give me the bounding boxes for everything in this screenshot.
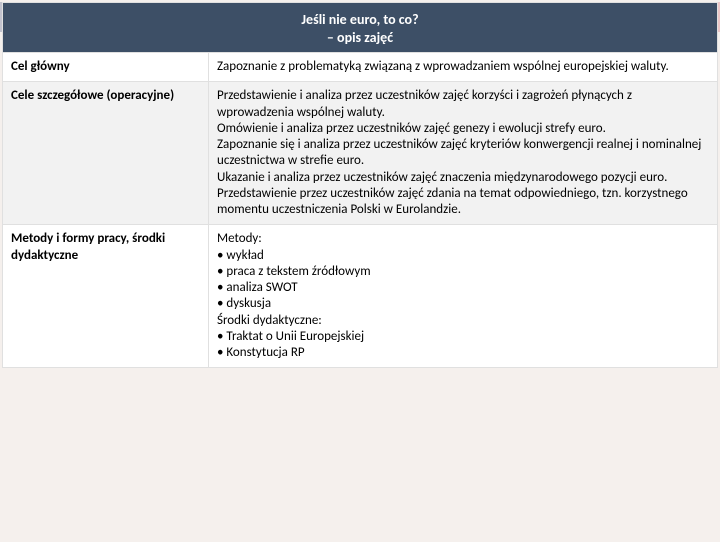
- table-row: Metody i formy pracy, środki dydaktyczne…: [3, 225, 718, 368]
- table-title-cell: Jeśli nie euro, to co? – opis zajęć: [3, 3, 718, 53]
- table-row: Cel główny Zapoznanie z problematyką zwi…: [3, 53, 718, 82]
- row-label: Metody i formy pracy, środki dydaktyczne: [3, 225, 209, 368]
- row-content: Metody:• wykład• praca z tekstem źródłow…: [209, 225, 718, 368]
- table-header-row: Jeśli nie euro, to co? – opis zajęć: [3, 3, 718, 53]
- title-line-2: – opis zajęć: [327, 29, 393, 46]
- lesson-description-table: Jeśli nie euro, to co? – opis zajęć Cel …: [2, 2, 718, 368]
- row-content: Przedstawienie i analiza przez uczestnik…: [209, 82, 718, 225]
- row-label: Cele szczegółowe (operacyjne): [3, 82, 209, 225]
- row-label: Cel główny: [3, 53, 209, 82]
- row-content: Zapoznanie z problematyką związaną z wpr…: [209, 53, 718, 82]
- title-line-1: Jeśli nie euro, to co?: [301, 11, 418, 28]
- table-row: Cele szczegółowe (operacyjne) Przedstawi…: [3, 82, 718, 225]
